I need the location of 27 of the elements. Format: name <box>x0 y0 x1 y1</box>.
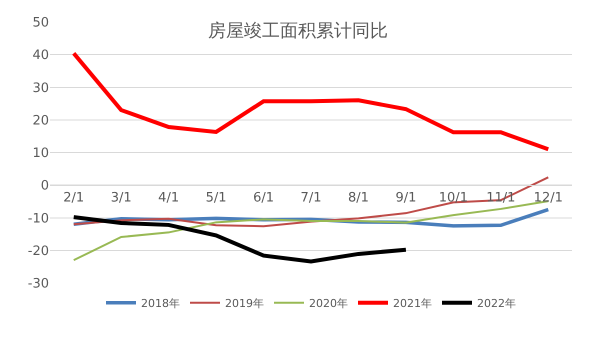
x-tick-label: 5/1 <box>206 190 227 206</box>
y-tick-label: -10 <box>28 211 49 226</box>
y-tick-label: 0 <box>40 178 49 194</box>
y-tick-label: 20 <box>32 113 49 128</box>
legend-label: 2022年 <box>477 297 516 310</box>
y-tick-label: 10 <box>32 146 49 162</box>
x-tick-label: 4/1 <box>158 190 180 206</box>
legend-label: 2019年 <box>225 297 264 310</box>
x-tick-label: 12/1 <box>534 190 563 206</box>
chart-title: 房屋竣工面积累计同比 <box>208 20 388 42</box>
y-tick-label: -20 <box>28 244 49 259</box>
y-tick-label: 30 <box>32 80 49 96</box>
y-tick-label: -30 <box>28 276 49 292</box>
x-tick-label: 10/1 <box>438 190 468 206</box>
line-series <box>72 51 550 152</box>
x-tick-label: 9/1 <box>395 190 416 206</box>
y-tick-label: 40 <box>32 48 49 64</box>
x-tick-label: 2/1 <box>63 190 84 206</box>
legend-label: 2021年 <box>393 297 432 310</box>
x-tick-label: 3/1 <box>110 190 132 206</box>
x-tick-label: 6/1 <box>253 190 274 206</box>
legend-label: 2020年 <box>309 297 348 310</box>
y-tick-label: 50 <box>32 16 49 31</box>
line-series <box>72 215 408 264</box>
x-tick-label: 7/1 <box>300 190 322 206</box>
x-tick-label: 8/1 <box>348 190 369 206</box>
legend-label: 2018年 <box>141 297 180 310</box>
